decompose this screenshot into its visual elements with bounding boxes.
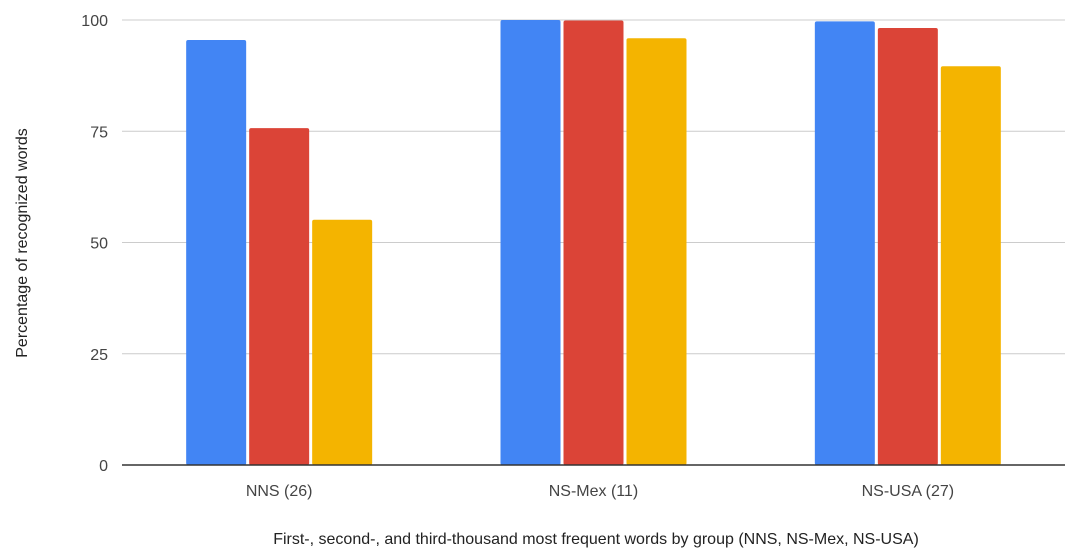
y-tick-label: 25	[90, 347, 108, 364]
x-axis-title: First-, second-, and third-thousand most…	[273, 531, 919, 548]
bar	[563, 20, 624, 465]
y-tick-label: 0	[99, 458, 108, 475]
y-tick-labels: 0 25 50 75 100	[81, 13, 108, 475]
bar	[249, 128, 310, 465]
bar	[877, 28, 938, 465]
x-tick-label: NS-USA (27)	[862, 483, 954, 500]
y-tick-label: 50	[90, 236, 108, 253]
y-axis-title: Percentage of recognized words	[14, 128, 31, 357]
bar	[186, 40, 247, 466]
bar	[312, 219, 373, 465]
y-tick-label: 75	[90, 124, 108, 141]
bar	[814, 21, 875, 466]
bar	[940, 66, 1001, 465]
bar	[626, 38, 687, 466]
x-tick-label: NNS (26)	[246, 483, 313, 500]
bar-series	[186, 20, 1001, 466]
y-tick-label: 100	[81, 13, 108, 30]
x-tick-labels: NNS (26) NS-Mex (11) NS-USA (27)	[246, 483, 954, 500]
x-tick-label: NS-Mex (11)	[549, 483, 639, 500]
bar	[500, 20, 561, 465]
